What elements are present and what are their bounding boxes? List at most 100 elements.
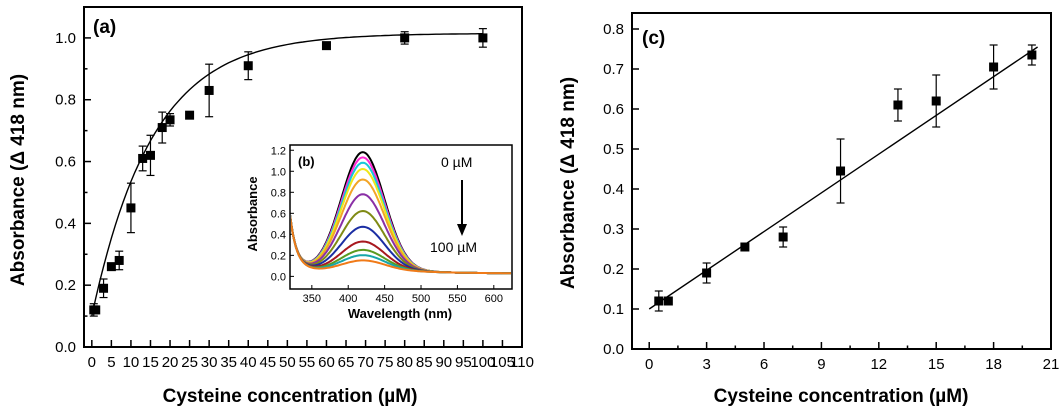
x-tick-label: 80 — [396, 354, 413, 371]
x-tick-label: 30 — [201, 354, 218, 371]
panel-a: (a) Cysteine concentration (µM) Absorban… — [8, 6, 534, 407]
x-tick-label: 45 — [259, 354, 276, 371]
data-point — [126, 203, 136, 213]
x-tick-label: 40 — [240, 354, 257, 371]
y-tick-label: 0.4 — [55, 215, 76, 232]
y-tick-label: 0.7 — [603, 61, 624, 78]
data-point — [989, 62, 999, 72]
panel-c-plot: 0 3 6 9 12 15 18 21 0.0 0.1 0.2 0.3 0.4 0.5 0.6 0.7 0.8 — [603, 21, 1059, 373]
fit-line — [648, 46, 1038, 310]
panel-b-plot: 350 400 450 500 550 600 0.0 0.2 0.4 0.6 0.8 1.0 1.2 — [271, 145, 511, 305]
data-point — [91, 305, 101, 315]
data-point — [145, 150, 155, 160]
y-tick-label: 0.0 — [55, 339, 76, 356]
x-tick-label: 70 — [357, 354, 374, 371]
panel-b-arrow-head — [457, 224, 467, 236]
panel-b-y-axis-title: Absorbance — [245, 176, 260, 251]
data-point — [654, 296, 664, 306]
data-point — [478, 33, 488, 43]
x-tick-label: 450 — [375, 293, 393, 305]
x-tick-label: 110 — [510, 354, 534, 371]
y-tick-label: 0.6 — [55, 154, 76, 171]
x-tick-label: 15 — [142, 354, 159, 371]
data-point — [165, 115, 175, 125]
y-tick-label: 0.3 — [603, 221, 624, 238]
y-tick-label: 1.0 — [271, 166, 286, 178]
data-point — [1027, 50, 1037, 60]
x-tick-label: 3 — [702, 356, 710, 373]
x-tick-label: 600 — [485, 293, 503, 305]
data-point — [702, 268, 712, 278]
panel-b-letter: (b) — [298, 154, 315, 169]
data-point — [243, 61, 253, 71]
x-tick-label: 0 — [645, 356, 653, 373]
x-tick-label: 100 — [470, 354, 495, 371]
panel-a-frame — [83, 6, 523, 348]
y-tick-label: 0.2 — [55, 277, 76, 294]
data-point — [400, 33, 410, 43]
panel-b-series-group — [291, 151, 511, 275]
x-tick-label: 25 — [181, 354, 198, 371]
x-tick-label: 15 — [928, 356, 945, 373]
panel-b-annotation-bottom: 100 µM — [430, 239, 477, 255]
data-point — [106, 262, 116, 272]
x-tick-label: 18 — [985, 356, 1002, 373]
y-tick-label: 0.0 — [603, 341, 624, 358]
panel-a-letter: (a) — [93, 17, 116, 38]
panel-c-letter: (c) — [642, 28, 665, 49]
y-tick-label: 1.2 — [271, 145, 286, 157]
x-tick-label: 60 — [318, 354, 335, 371]
x-tick-label: 500 — [412, 293, 430, 305]
y-tick-label: 0.8 — [55, 92, 76, 109]
x-tick-label: 55 — [299, 354, 316, 371]
x-tick-label: 6 — [760, 356, 768, 373]
x-tick-label: 550 — [448, 293, 466, 305]
x-tick-label: 20 — [162, 354, 179, 371]
x-tick-label: 75 — [377, 354, 394, 371]
x-tick-label: 105 — [490, 354, 515, 371]
x-tick-label: 9 — [817, 356, 825, 373]
x-tick-label: 65 — [338, 354, 355, 371]
y-tick-label: 0.4 — [271, 229, 286, 241]
data-point — [157, 123, 167, 133]
panel-a-plot: 0 5 10 15 20 25 30 35 40 45 50 55 60 65 70 75 80 85 90 9510… — [55, 28, 534, 371]
x-tick-label: 350 — [303, 293, 321, 305]
panel-a-x-axis-title: Cysteine concentration (µM) — [163, 386, 418, 407]
y-tick-label: 0.5 — [603, 141, 624, 158]
y-tick-label: 0.6 — [603, 101, 624, 118]
data-point — [114, 255, 124, 265]
y-tick-label: 1.0 — [55, 30, 76, 47]
data-point — [138, 153, 148, 163]
data-point — [321, 41, 331, 51]
y-tick-label: 0.0 — [271, 271, 286, 283]
y-tick-label: 0.2 — [271, 250, 286, 262]
panel-b-annotation-top: 0 µM — [441, 154, 472, 170]
y-tick-label: 0.4 — [603, 181, 624, 198]
panel-b-x-axis-title: Wavelength (nm) — [348, 306, 452, 321]
x-tick-label: 5 — [107, 354, 115, 371]
x-tick-label: 50 — [279, 354, 296, 371]
data-point — [740, 242, 750, 252]
data-point — [778, 232, 788, 242]
y-tick-label: 0.2 — [603, 261, 624, 278]
data-point — [931, 96, 941, 106]
data-point — [185, 110, 195, 120]
data-point — [893, 100, 903, 110]
x-tick-label: 90 — [435, 354, 452, 371]
y-tick-label: 0.1 — [603, 301, 624, 318]
x-tick-label: 95 — [455, 354, 472, 371]
x-tick-label: 400 — [339, 293, 357, 305]
panel-c-frame — [631, 12, 1052, 350]
y-tick-label: 0.8 — [603, 21, 624, 38]
x-tick-label: 10 — [123, 354, 140, 371]
x-tick-label: 21 — [1043, 356, 1059, 373]
x-tick-label: 0 — [88, 354, 96, 371]
data-point — [204, 85, 214, 95]
data-point — [99, 283, 109, 293]
panel-c-y-axis-title: Absorbance (Δ 418 nm) — [558, 77, 579, 289]
panel-c-x-axis-title: Cysteine concentration (µM) — [714, 386, 969, 407]
spectrum-line — [291, 215, 511, 275]
y-tick-label: 0.8 — [271, 187, 286, 199]
x-tick-label: 35 — [220, 354, 237, 371]
panel-b-inset: (b) Wavelength (nm) Absorbance 0 µM 100 … — [245, 144, 513, 321]
